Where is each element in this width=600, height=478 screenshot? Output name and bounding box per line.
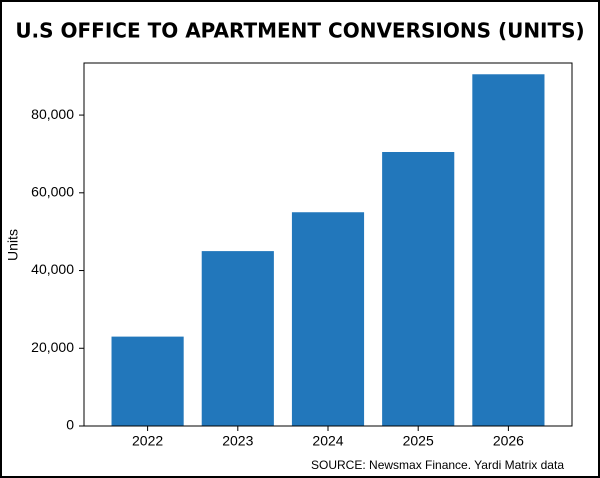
y-tick-label: 20,000 [31,339,74,355]
y-tick-label: 40,000 [31,261,74,277]
x-tick-label: 2025 [403,433,434,449]
bar [111,336,184,426]
x-tick-label: 2024 [312,433,343,449]
x-tick-label: 2022 [132,433,163,449]
source: SOURCE: Newsmax Finance. Yardi Matrix da… [311,458,564,472]
bar [201,251,274,426]
chart-title: U.S OFFICE TO APARTMENT CONVERSIONS (UNI… [15,19,584,43]
x-tick-label: 2026 [493,433,524,449]
bar [382,152,455,426]
bar [472,74,545,427]
plot-frame [83,62,573,427]
x-tick-label: 2023 [222,433,253,449]
y-tick-label: 80,000 [31,106,74,122]
bar [291,212,365,426]
y-axis-label: Units [5,229,21,261]
y-tick-label: 0 [66,417,74,433]
y-tick-label: 60,000 [31,184,74,200]
